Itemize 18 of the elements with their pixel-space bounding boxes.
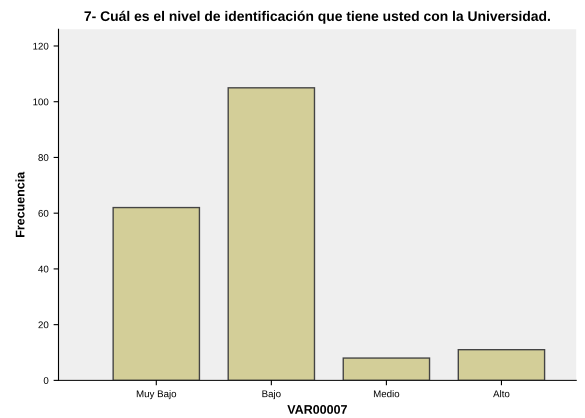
bar: [228, 87, 316, 380]
bar: [458, 349, 546, 380]
y-tick-label: 80: [38, 154, 48, 162]
x-tick-label: Medio: [374, 390, 400, 398]
x-tick-label: Bajo: [262, 390, 281, 400]
y-tick-label: 0: [44, 377, 48, 384]
y-tick-label: 100: [33, 98, 48, 106]
bar: [342, 357, 430, 380]
y-tick-label: 20: [38, 321, 48, 328]
y-tick-label: 120: [33, 42, 48, 50]
y-tick-label: 40: [38, 266, 48, 273]
chart-title: 7- Cuál es el nivel de identificación que tiene usted con la Universidad.: [84, 10, 550, 24]
y-axis-title: Frecuencia: [15, 172, 25, 237]
x-axis-title: VAR00007: [287, 405, 347, 414]
y-tick-label: 60: [38, 210, 48, 217]
x-tick-label: Alto: [493, 390, 510, 398]
x-tick-label: Muy Bajo: [136, 390, 176, 400]
bar: [112, 206, 200, 380]
